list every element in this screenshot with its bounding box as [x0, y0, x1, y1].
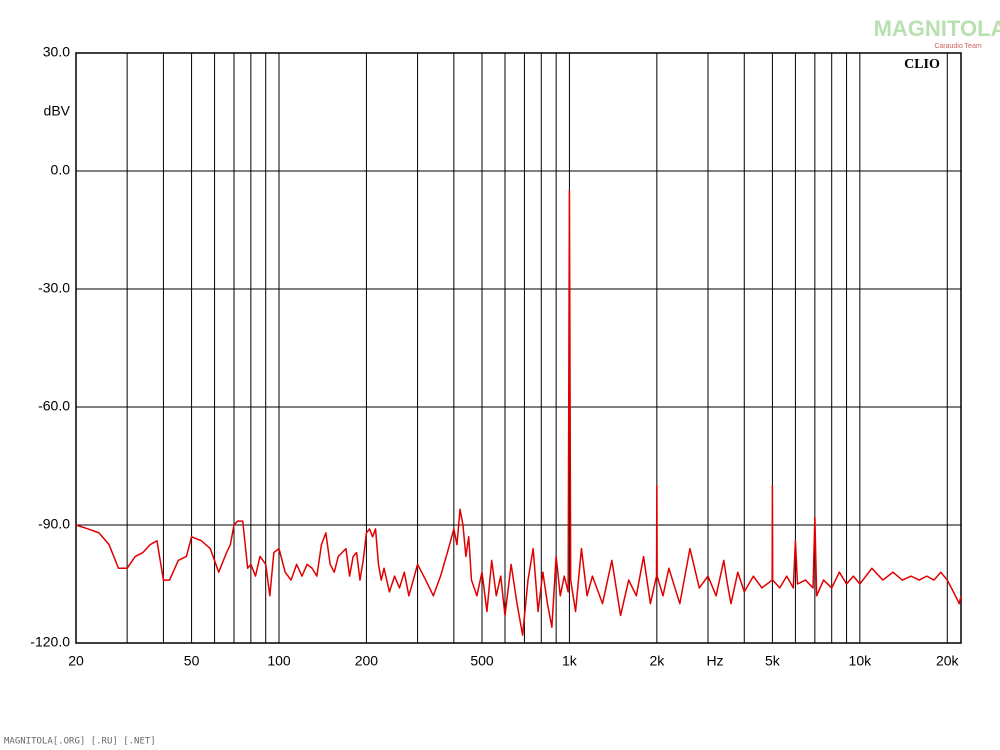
y-tick-label: -60.0 [38, 398, 70, 414]
x-axis-label: Hz [706, 653, 723, 669]
x-tick-label: 20 [68, 653, 84, 669]
x-tick-label: 5k [765, 653, 781, 669]
x-tick-label: 1k [562, 653, 578, 669]
y-tick-label: 0.0 [51, 162, 71, 178]
watermark: MAGNITOLA [874, 16, 1000, 41]
footer: MAGNITOLA[.ORG] [.RU] [.NET] [4, 737, 156, 747]
spectrum-line [75, 189, 962, 636]
x-tick-label: 500 [470, 653, 494, 669]
x-tick-label: 10k [849, 653, 873, 669]
x-tick-label: 200 [355, 653, 379, 669]
badge: CLIO [904, 57, 940, 72]
y-tick-label: -30.0 [38, 280, 70, 296]
y-tick-label: -90.0 [38, 516, 70, 532]
x-tick-label: 20k [936, 653, 960, 669]
y-tick-label: 30.0 [43, 44, 70, 60]
x-tick-label: 50 [184, 653, 200, 669]
plot-frame [75, 52, 962, 644]
y-tick-label: -120.0 [30, 634, 70, 650]
y-axis-label: dBV [44, 103, 71, 119]
x-tick-label: 100 [267, 653, 291, 669]
x-tick-label: 2k [649, 653, 665, 669]
watermark-sub: Caraudio Team [934, 43, 982, 50]
